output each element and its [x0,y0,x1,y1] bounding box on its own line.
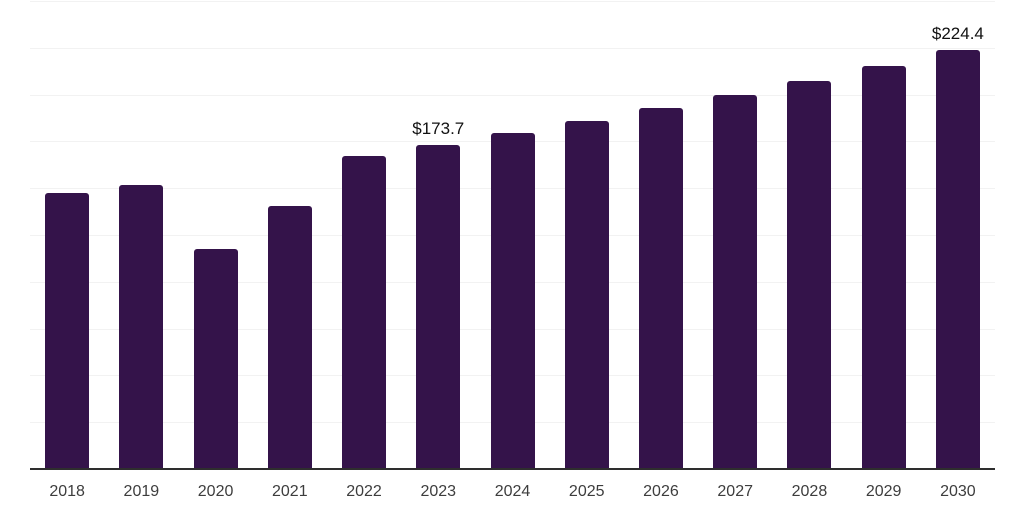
x-tick-label-2020: 2020 [197,483,234,500]
data-label-2030: $224.4 [931,23,984,43]
bar-2019 [119,184,164,470]
x-tick-label-2021: 2021 [272,483,308,500]
bar-2028 [787,80,832,470]
x-tick-label-2028: 2028 [791,483,828,500]
gridline-y-250 [30,1,995,2]
bar-2022 [342,155,387,470]
bar-2020 [193,249,238,470]
x-tick-label-2027: 2027 [717,483,753,500]
x-tick-label-2022: 2022 [346,483,382,500]
x-tick-label-2023: 2023 [420,483,457,500]
bar-2029 [861,66,906,470]
bar-2025 [564,121,609,470]
bar-2023 [416,144,461,470]
gridline-y-225 [30,47,995,49]
x-axis-line [30,468,995,470]
bar-2027 [713,95,758,470]
gridline-y-200 [30,94,995,96]
x-tick-label-2030: 2030 [940,483,976,500]
data-label-2023: $173.7 [412,118,465,138]
x-tick-label-2029: 2029 [865,483,902,500]
x-tick-label-2018: 2018 [49,483,85,500]
x-tick-label-2024: 2024 [494,483,531,500]
bar-2026 [638,107,683,470]
x-tick-label-2025: 2025 [568,483,605,500]
bar-2030 [935,49,980,470]
bar-2021 [267,205,312,470]
x-tick-label-2019: 2019 [123,483,160,500]
plot-area: $173.7 $224.4 [30,0,995,470]
bar-2024 [490,133,535,470]
x-tick-label-2026: 2026 [643,483,679,500]
x-axis: 2018 2019 2020 2021 2022 2023 2024 2025 2026 2027… [30,484,995,506]
bar-2018 [45,193,90,470]
